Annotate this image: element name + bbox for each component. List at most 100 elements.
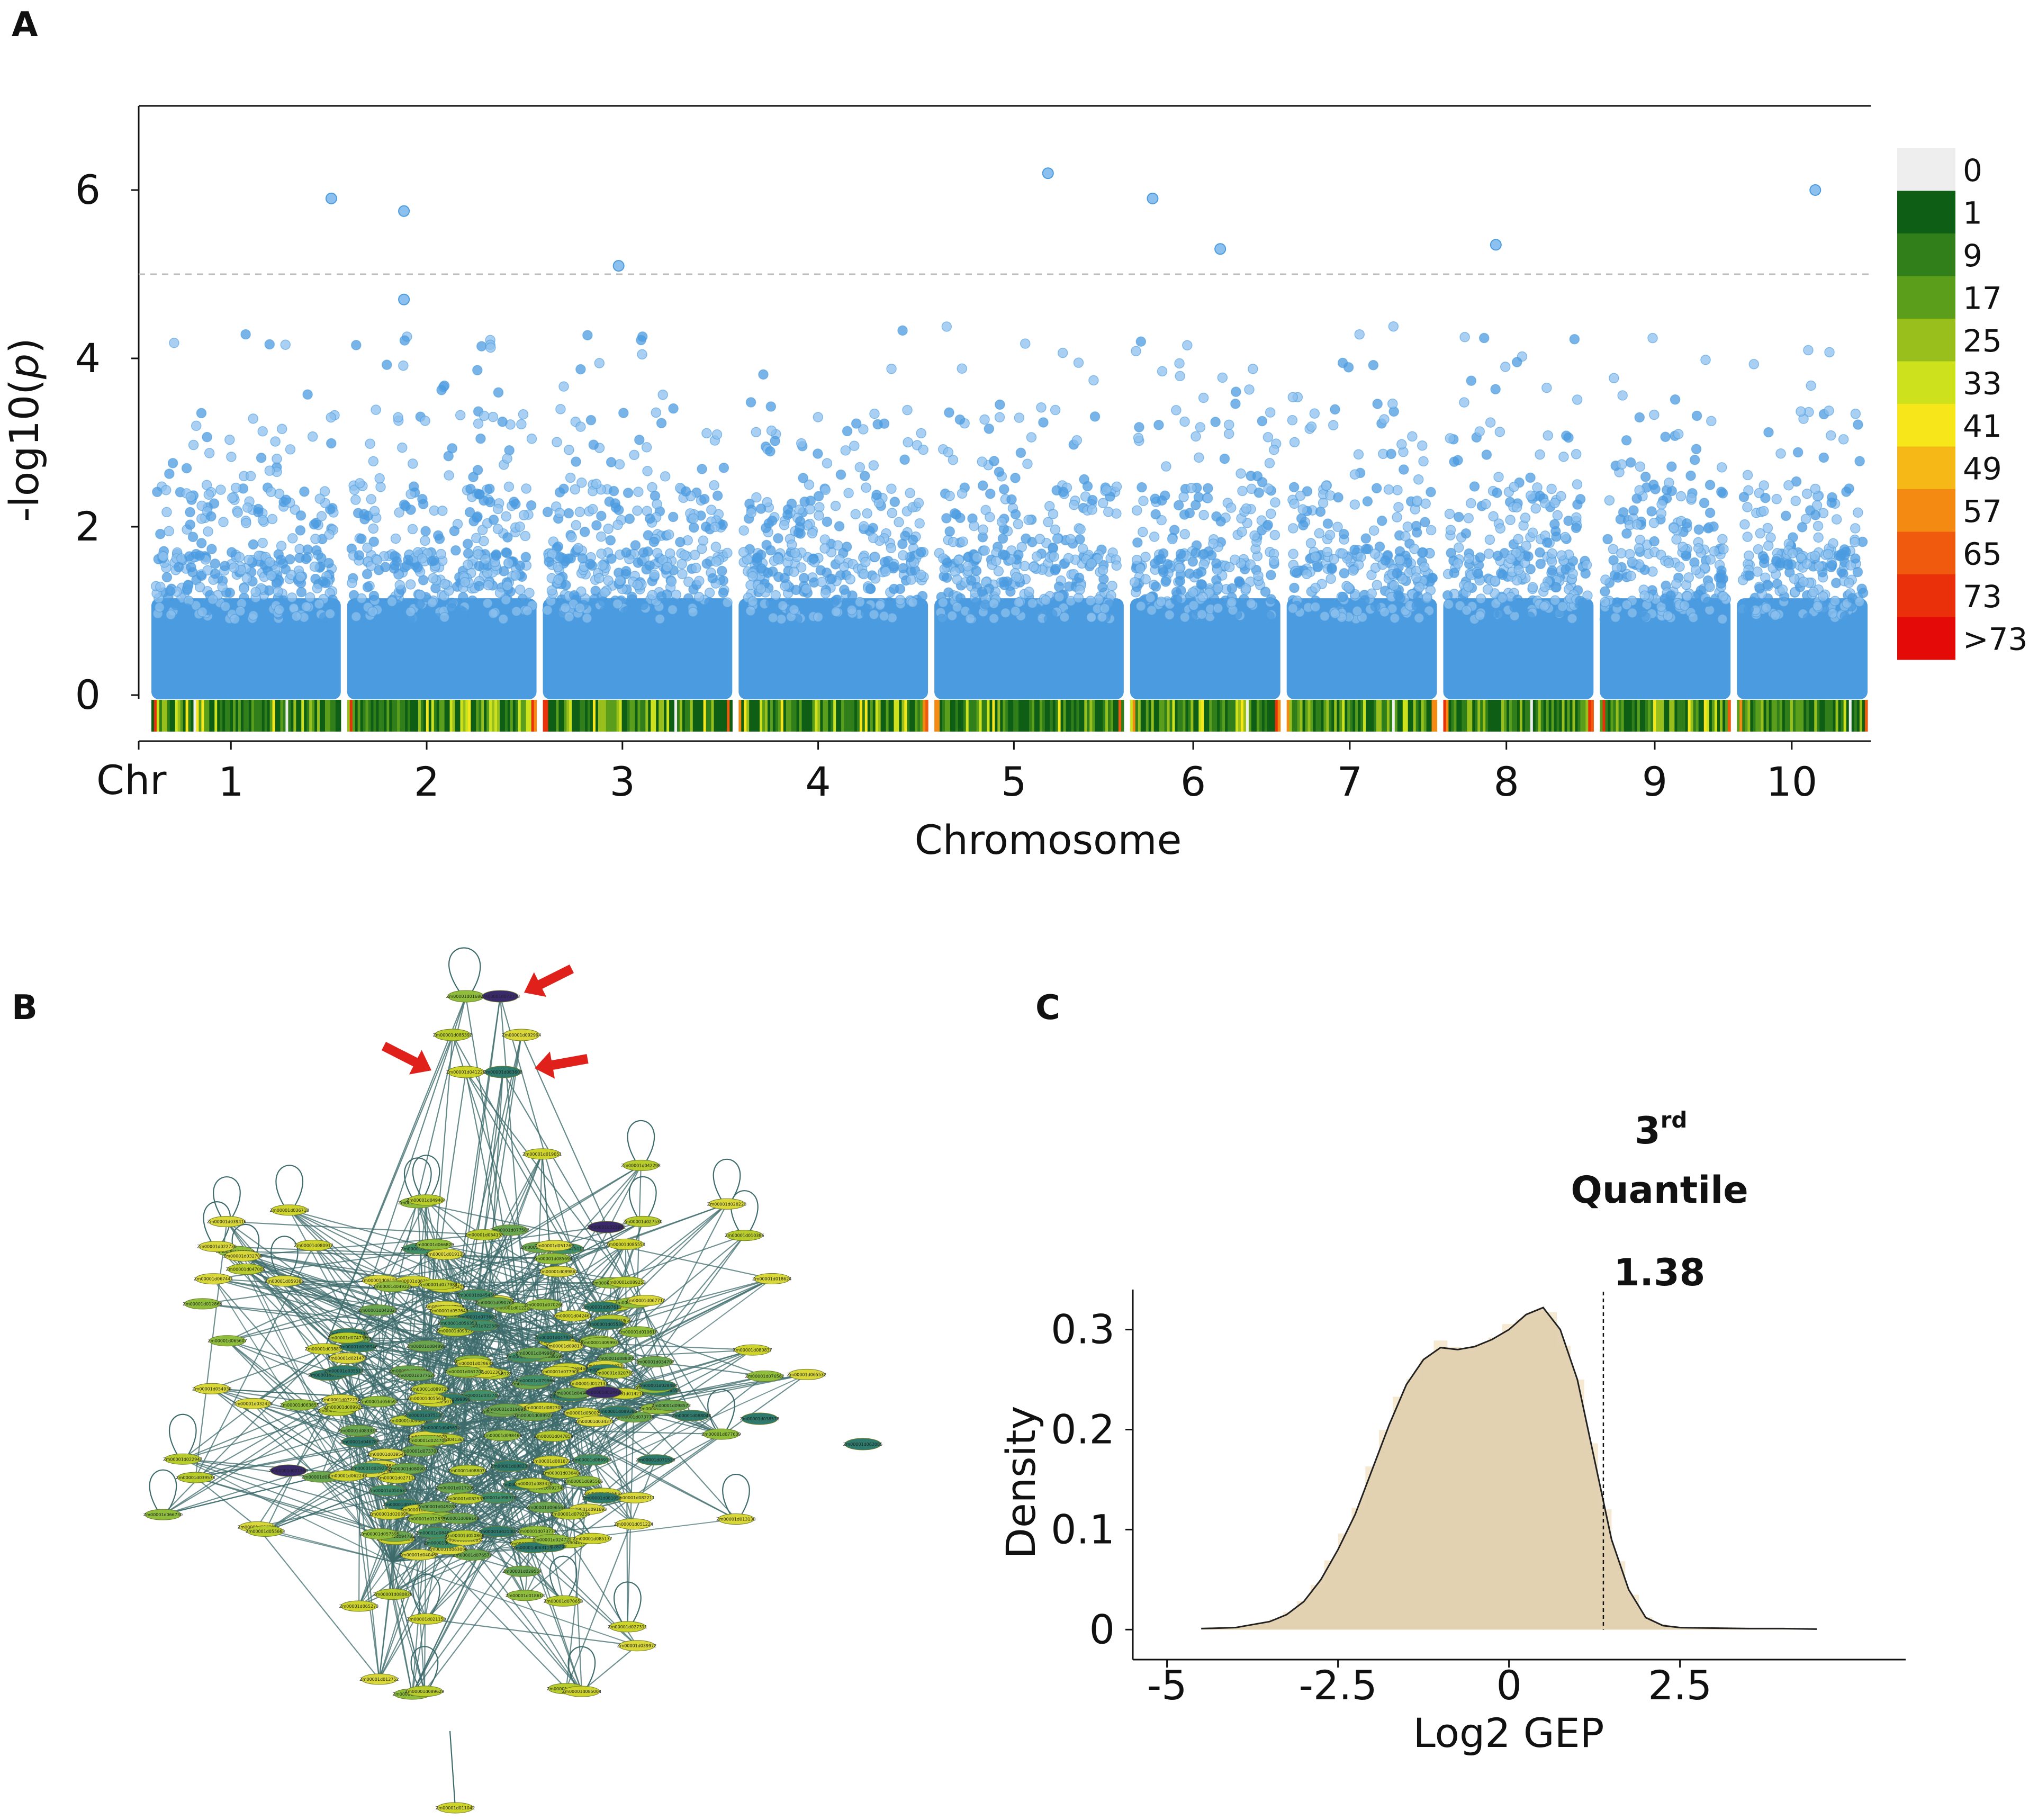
- density-strip-segment: [1483, 700, 1486, 732]
- density-strip-segment: [1504, 700, 1507, 732]
- density-strip-segment: [408, 700, 411, 732]
- snp-point: [1395, 593, 1405, 604]
- legend-label: 41: [1963, 408, 2002, 444]
- snp-point: [1703, 523, 1714, 534]
- snp-point: [1490, 384, 1501, 394]
- snp-point: [1842, 614, 1853, 625]
- density-strip-segment: [1784, 700, 1788, 732]
- density-strip-segment: [1693, 700, 1697, 732]
- snp-point: [722, 547, 733, 558]
- snp-point: [1392, 568, 1402, 579]
- snp-point: [1850, 537, 1860, 547]
- gene-node-label: Zm00001d050027: [563, 1411, 602, 1416]
- gene-node-label: Zm00001d055663: [246, 1529, 285, 1534]
- gene-node-label: Zm00001d063115: [513, 1545, 552, 1550]
- density-strip-segment: [862, 700, 865, 732]
- snp-point: [1827, 560, 1837, 571]
- snp-point: [371, 404, 381, 415]
- density-strip-segment: [1493, 700, 1496, 732]
- snp-point: [821, 567, 832, 578]
- density-strip-segment: [1081, 700, 1085, 732]
- snp-point: [488, 515, 499, 525]
- snp-point: [1184, 568, 1195, 579]
- density-strip-segment: [206, 700, 210, 732]
- density-strip-segment: [545, 700, 549, 732]
- snp-density-strips: [151, 700, 1868, 732]
- snp-point: [1132, 537, 1143, 548]
- density-strip-segment: [1036, 700, 1040, 732]
- density-strip-segment: [1618, 700, 1622, 732]
- density-strip-segment: [1159, 700, 1162, 732]
- snp-point: [1372, 399, 1383, 409]
- density-area: [1201, 1308, 1817, 1630]
- snp-point: [1038, 417, 1049, 428]
- snp-point: [906, 574, 917, 585]
- density-strip-segment: [1251, 700, 1255, 732]
- snp-point: [770, 436, 780, 446]
- legend-swatch: [1897, 233, 1955, 276]
- density-strip-segment: [1068, 700, 1072, 732]
- snp-point: [1339, 568, 1350, 579]
- snp-point: [427, 556, 437, 566]
- density-strip-segment: [1358, 700, 1361, 732]
- snp-point: [264, 557, 275, 567]
- density-strip-segment: [904, 700, 907, 732]
- density-strip-segment: [1044, 700, 1048, 732]
- density-strip-segment: [1225, 700, 1228, 732]
- snp-point: [599, 606, 610, 617]
- density-strip-segment: [984, 700, 988, 732]
- density-strip-segment: [851, 700, 855, 732]
- gene-node-label: Zm00001d064155: [465, 1233, 504, 1238]
- snp-point: [1140, 574, 1151, 585]
- snp-point: [1681, 551, 1691, 562]
- snp-point: [1777, 584, 1788, 595]
- snp-point: [1718, 591, 1729, 602]
- snp-point: [516, 419, 527, 430]
- density-strip-segment: [1392, 700, 1395, 732]
- snp-point: [474, 489, 485, 500]
- density-strip-segment: [1151, 700, 1155, 732]
- snp-point: [1539, 581, 1550, 592]
- density-strip-segment: [1703, 700, 1707, 732]
- snp-point: [1616, 548, 1627, 558]
- gene-node-label: Zm00001d027311: [608, 1625, 647, 1629]
- chromosome-label: 3: [610, 758, 635, 805]
- density-strip-segment: [891, 700, 895, 732]
- snp-point: [296, 587, 307, 598]
- gene-node-label: Zm00001d040465: [399, 1553, 438, 1557]
- density-strip-segment: [1331, 700, 1334, 732]
- snp-point: [899, 454, 910, 465]
- density-strip-segment: [1530, 700, 1534, 732]
- snp-point: [1390, 613, 1400, 624]
- gene-node-label: Zm00001d055638: [407, 1396, 446, 1401]
- snp-point: [542, 605, 553, 616]
- density-strip-segment: [1656, 700, 1659, 732]
- snp-point: [1621, 528, 1632, 539]
- snp-point: [1079, 474, 1089, 485]
- snp-point: [1681, 518, 1692, 529]
- density-strip-segment: [1841, 700, 1844, 732]
- density-strip-segment: [1848, 700, 1852, 732]
- snp-point: [1031, 551, 1042, 562]
- snp-point: [1422, 592, 1432, 603]
- snp-point: [295, 510, 306, 521]
- snp-point: [903, 437, 913, 448]
- snp-point: [473, 418, 484, 429]
- snp-point: [1137, 482, 1147, 493]
- snp-point: [638, 599, 649, 610]
- density-strip-segment: [288, 700, 291, 732]
- snp-point: [1443, 599, 1454, 610]
- legend-swatch: [1897, 319, 1955, 362]
- snp-point: [905, 488, 915, 499]
- snp-point: [683, 593, 694, 604]
- snp-point: [253, 503, 264, 515]
- snp-point: [165, 585, 176, 597]
- density-strip-segment: [238, 700, 241, 732]
- snp-point: [1196, 579, 1207, 590]
- density-strip-segment: [1161, 700, 1165, 732]
- density-y-tick-label: 0: [1089, 1606, 1115, 1653]
- density-strip-segment: [833, 700, 836, 732]
- snp-point: [1460, 528, 1472, 539]
- snp-point: [1685, 470, 1696, 481]
- snp-point: [439, 612, 450, 623]
